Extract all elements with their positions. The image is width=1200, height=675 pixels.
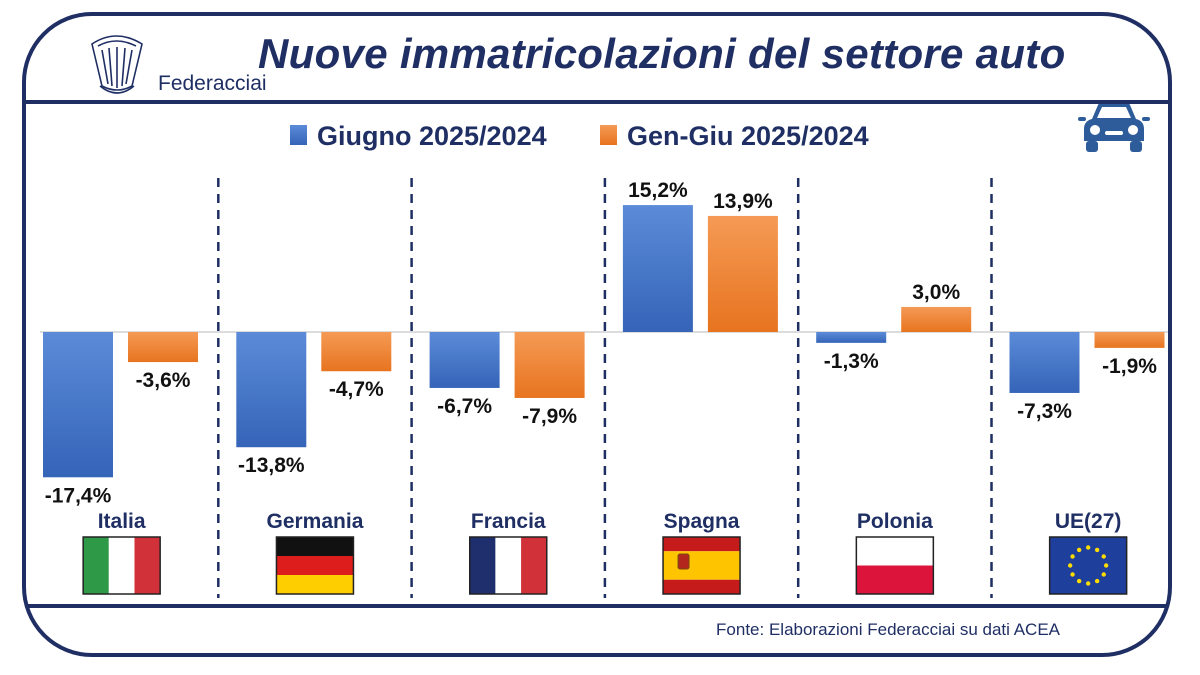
- bar-2: [128, 332, 198, 363]
- bar-2: [321, 332, 392, 372]
- bar-1: [622, 205, 693, 332]
- bar-2: [1094, 332, 1165, 348]
- spain-flag-icon: [662, 536, 741, 595]
- bar-1: [429, 332, 500, 388]
- bar-1: [816, 332, 887, 343]
- eu-flag-icon: [1048, 536, 1128, 595]
- data-label: 3,0%: [912, 281, 960, 304]
- car-icon: [1078, 101, 1150, 152]
- category-label: Spagna: [664, 510, 740, 533]
- legend-label-2: Gen-Giu 2025/2024: [627, 121, 869, 151]
- bar-1: [236, 332, 307, 448]
- data-label: -1,3%: [824, 350, 879, 373]
- bar-1: [43, 332, 113, 478]
- legend-swatch-2: [600, 125, 617, 145]
- bar-2: [707, 215, 778, 332]
- source-note: Fonte: Elaborazioni Federacciai su dati …: [716, 620, 1060, 639]
- logo-text: Federacciai: [158, 72, 267, 95]
- data-label: -3,6%: [136, 369, 191, 392]
- federacciai-logo-icon: [91, 35, 143, 94]
- rounded-frame: [22, 12, 1172, 657]
- data-label: -17,4%: [45, 484, 112, 507]
- data-label: 13,9%: [713, 190, 773, 213]
- category-label: Polonia: [857, 510, 933, 533]
- poland-flag-icon: [855, 536, 935, 595]
- legend-swatch-1: [290, 125, 307, 145]
- data-label: -1,9%: [1102, 355, 1157, 378]
- germany-flag-icon: [275, 536, 355, 595]
- data-label: -13,8%: [238, 454, 305, 477]
- data-label: -7,3%: [1017, 400, 1072, 423]
- france-flag-icon: [469, 536, 548, 595]
- bar-2: [901, 306, 972, 332]
- data-label: 15,2%: [628, 179, 688, 202]
- data-label: -7,9%: [522, 405, 577, 428]
- data-label: -6,7%: [437, 395, 492, 418]
- page-title: Nuove immatricolazioni del settore auto: [258, 30, 1066, 77]
- bar-1: [1009, 332, 1080, 393]
- bar-2: [514, 332, 585, 398]
- category-label: Francia: [471, 510, 546, 533]
- italy-flag-icon: [82, 536, 161, 595]
- category-label: Germania: [267, 510, 364, 533]
- legend-label-1: Giugno 2025/2024: [317, 121, 547, 151]
- category-label: UE(27): [1055, 510, 1122, 533]
- category-label: Italia: [98, 510, 146, 533]
- data-label: -4,7%: [329, 378, 384, 401]
